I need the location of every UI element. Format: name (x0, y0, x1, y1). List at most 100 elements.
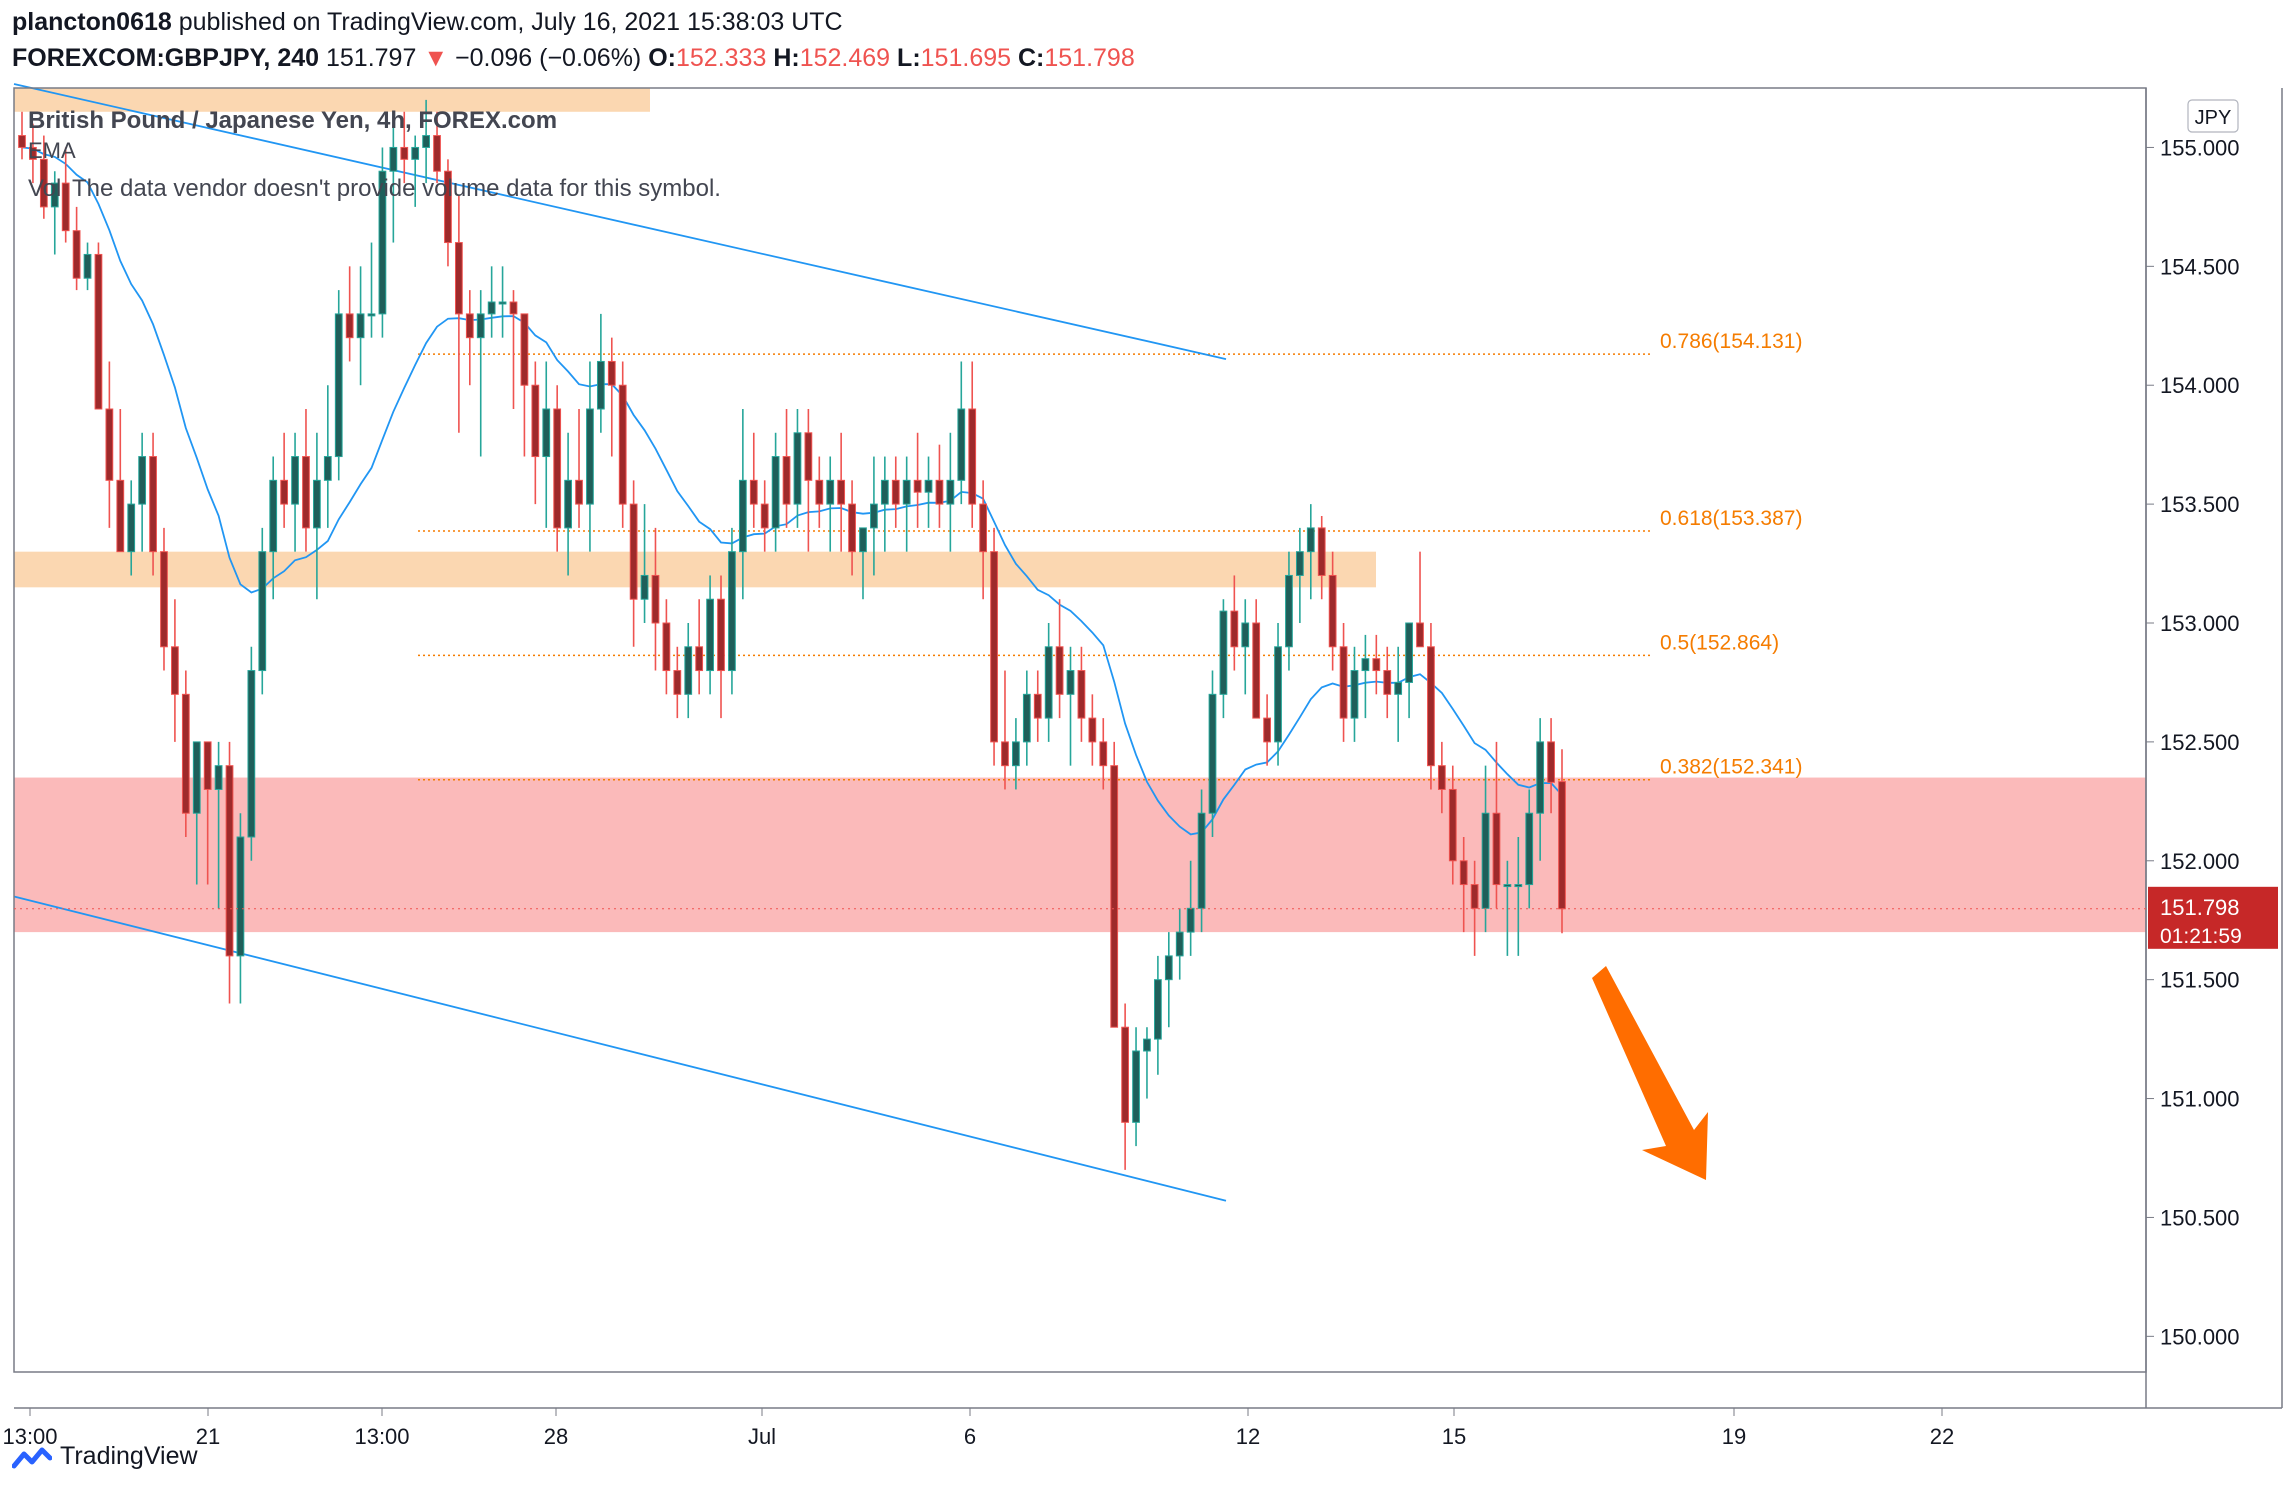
legend-ema[interactable]: EMA (28, 138, 76, 163)
candle (728, 527, 736, 695)
symbol-label: FOREXCOM:GBPJPY, 240 (12, 44, 320, 72)
candle-body (1427, 646, 1435, 767)
candle-body (1143, 1038, 1151, 1052)
candle (323, 385, 332, 528)
candle (946, 432, 955, 552)
candle (1099, 718, 1108, 790)
candle (1044, 623, 1053, 742)
candle (1022, 670, 1031, 766)
x-tick-label: 19 (1722, 1424, 1746, 1449)
candle (1317, 516, 1326, 600)
ohlc-line: FOREXCOM:GBPJPY, 240 151.797 ▼ −0.096 (−… (12, 44, 1135, 73)
candle (1252, 599, 1261, 719)
candle-body (564, 479, 572, 529)
footer-brand[interactable]: TradingView (12, 1442, 198, 1471)
candle-body (422, 135, 430, 148)
candle-body (717, 598, 725, 672)
legend-layer: British Pound / Japanese Yen, 4h, FOREX.… (28, 107, 721, 202)
candle-body (542, 408, 551, 458)
candle (1230, 575, 1239, 671)
candle-body (192, 741, 201, 814)
candle-body (1285, 574, 1293, 648)
candle (149, 432, 157, 576)
candle-body (695, 646, 704, 672)
candle (1361, 634, 1370, 719)
candle-body (509, 301, 518, 315)
candle (1055, 599, 1064, 719)
candle (1164, 932, 1173, 1028)
candle-body (1514, 884, 1523, 888)
candle (138, 432, 147, 552)
candle (553, 385, 562, 552)
high-label: H: (773, 44, 800, 72)
candle (1154, 955, 1162, 1075)
channel-upper-line (13, 83, 1227, 360)
candle-body (1416, 622, 1424, 648)
candle (1470, 860, 1479, 956)
y-tick-label: 151.500 (2160, 968, 2240, 993)
candle-body (1525, 812, 1534, 886)
author-name[interactable]: plancton0618 (12, 8, 172, 36)
candle (476, 290, 485, 457)
candle-body (334, 313, 343, 458)
x-tick-label: 13:00 (354, 1424, 409, 1449)
candle (203, 741, 212, 885)
candle-body (673, 670, 682, 695)
candle (673, 646, 682, 719)
legend-vol[interactable]: Vol (28, 175, 61, 202)
candle (1405, 622, 1413, 719)
candle (1350, 646, 1359, 742)
candle (771, 432, 780, 552)
candle (575, 409, 583, 528)
candle-body (1317, 527, 1326, 576)
candle (1328, 551, 1337, 671)
candle (1427, 623, 1435, 790)
x-tick-label: 13:00 (2, 1424, 57, 1449)
x-tick-label: 6 (964, 1424, 976, 1449)
candle (1394, 646, 1403, 742)
candle-body (1547, 741, 1555, 783)
candle-body (236, 836, 245, 957)
candle-body (946, 479, 955, 505)
close-label: C: (1017, 44, 1045, 72)
candle-body (39, 158, 48, 208)
candle-body (1033, 693, 1042, 719)
candle-body (83, 253, 92, 279)
candle-body (171, 646, 179, 695)
candle (1372, 634, 1381, 695)
candle (214, 741, 223, 909)
candle-body (1022, 693, 1031, 743)
candle (1383, 646, 1392, 719)
candle (280, 432, 289, 528)
candle (1033, 670, 1042, 742)
candle (924, 456, 933, 528)
candle (859, 527, 867, 600)
candle-body (1372, 658, 1381, 672)
candle-body (1274, 646, 1282, 743)
candle (313, 432, 321, 600)
candle-body (116, 479, 125, 553)
candle (1558, 749, 1566, 934)
candle-body (913, 479, 922, 493)
candle-body (1295, 551, 1304, 576)
low-label: L: (897, 44, 921, 72)
ema-layer (21, 146, 1563, 836)
bias-arrow-down-icon (1592, 966, 1708, 1180)
candle (61, 147, 70, 243)
zones-layer (14, 88, 2146, 933)
candle-body (1558, 781, 1566, 910)
y-tick-label: 154.500 (2160, 254, 2240, 279)
candle-body (1383, 670, 1392, 695)
y-tick-label: 150.000 (2160, 1324, 2240, 1349)
candle (902, 456, 911, 552)
candle-body (1481, 812, 1490, 909)
candle (367, 242, 376, 338)
last-price: 151.797 (325, 44, 417, 72)
candle-body (837, 479, 846, 505)
candle (968, 361, 977, 528)
candle-body (1110, 765, 1119, 1028)
candle (662, 599, 671, 695)
candle-body (411, 146, 420, 160)
candle (520, 313, 529, 457)
